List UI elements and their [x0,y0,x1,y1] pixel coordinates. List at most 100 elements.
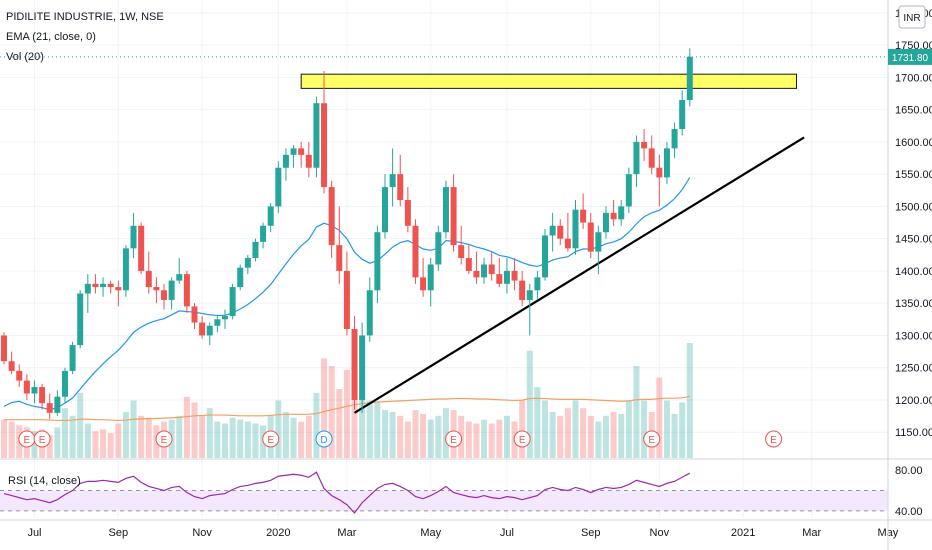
grid [0,0,889,518]
volume-bar [84,423,91,458]
event-badge [155,430,173,448]
candle-body [610,212,617,220]
last-price-box [888,48,932,65]
candle-body [328,187,335,246]
volume-bar [54,427,61,458]
price-tick-label: 1150.00 [895,427,932,439]
time-tick-label: Mar [802,527,821,539]
price-tick-label: 1400.00 [895,266,932,278]
event-badge-label: E [161,435,168,446]
candle-body [679,99,686,130]
candle-body [686,56,693,100]
candle-body [138,225,145,271]
candle-body [168,280,175,300]
volume-bar [503,415,510,458]
time-tick-label: Sep [109,527,129,539]
volume-bar [138,415,145,458]
volume-bar [145,417,152,458]
event-badge [33,430,51,448]
candle-body [336,245,343,271]
candle-body [244,258,251,268]
volume-bar [656,377,663,458]
volume-bar [572,400,579,458]
volume-bar [412,410,419,458]
volume-bar [488,423,495,458]
volume-bar [610,412,617,458]
volume-bar [641,400,648,458]
price-tick-label: 1450.00 [895,234,932,246]
rsi-pane [0,471,888,514]
candle-body [671,129,678,149]
event-badge [513,430,531,448]
currency-badge[interactable] [898,5,926,29]
last-price-tag: 1731.80 [888,48,932,65]
volume-bar [404,421,411,458]
rsi-tick-label: 80.00 [895,465,923,477]
volume-bar [442,408,449,458]
candle-body [130,225,137,249]
price-tick-label: 1350.00 [895,298,932,310]
volume-bar [382,410,388,458]
candle-body [191,306,198,323]
candle-body [549,225,556,236]
price-tick-label: 1550.00 [895,169,932,181]
volume-bar [389,412,396,458]
candle-body [450,187,457,246]
event-badge-label: E [39,435,46,446]
time-tick-label: Sep [581,527,601,539]
volume-bar [206,408,213,458]
candle-body [267,206,274,226]
resistance-zone [300,73,797,89]
volume-bar [343,369,350,458]
candle-body [389,174,396,188]
volume-bar [199,415,206,458]
candle-body [412,225,419,278]
event-badge-label: E [770,435,777,446]
candle-body [374,232,381,291]
candle-body [351,328,358,400]
volume-bar [526,350,533,458]
volume-bar [130,400,137,458]
volume-bar [397,415,404,458]
volume-ma-path [4,395,690,422]
volume-bar [328,366,335,458]
volume-bar [595,421,602,458]
rsi-legend: RSI (14, close) [8,475,81,487]
candle-body [321,103,328,188]
volume-bar [100,429,107,458]
candle-body [404,199,411,226]
volume-bar [183,396,190,458]
time-tick-label: 2021 [731,527,755,539]
candle-body [176,274,183,281]
volume-bar [8,421,15,458]
volume-bar [336,389,343,458]
candle-body [656,167,663,178]
event-badge [315,430,333,448]
candle-body [61,370,68,397]
candle-body [481,264,488,278]
event-badge [643,430,661,448]
volume-bar [549,412,556,458]
rsi-tick-label: 40.00 [895,506,923,518]
candle-body [145,270,152,288]
volume-bar [435,415,442,458]
candle-body [46,403,53,413]
candle-body [663,148,670,178]
volume-bar [229,417,236,458]
candle-body [458,245,465,259]
candle-body [366,290,373,336]
time-tick-label: Nov [192,527,212,539]
volume-bar [534,387,541,458]
last-price-label: 1731.80 [892,53,929,64]
candle-body [214,319,221,326]
candle-body [115,287,122,291]
candle-body [435,232,442,265]
candle-body [618,206,625,220]
volume-bar [564,408,571,458]
candle-body [420,277,427,291]
volume-bar [275,400,282,458]
volume-bar [465,421,472,458]
price-tick-label: 1500.00 [895,201,932,213]
